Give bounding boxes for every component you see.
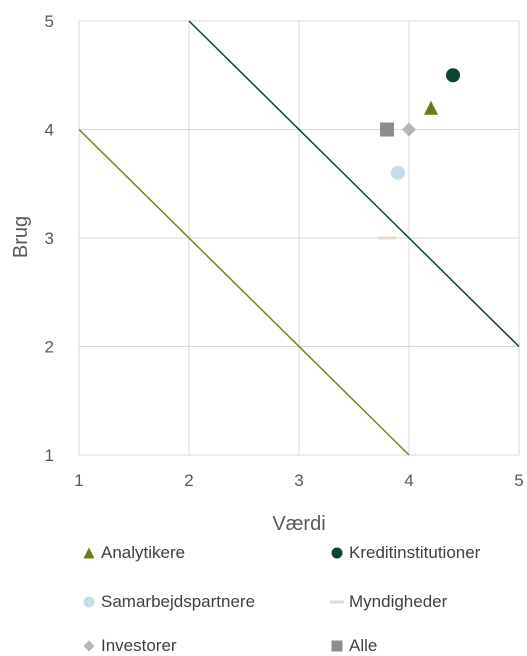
x-tick-label: 2 [184,471,193,490]
y-tick-label: 2 [45,338,54,357]
reference-lines [78,20,520,456]
x-tick-label: 4 [404,471,413,490]
x-tick-label: 3 [294,471,303,490]
data-points [377,68,460,240]
y-tick-label: 3 [45,229,54,248]
x-axis-title: Værdi [272,513,325,535]
x-tick-label: 1 [74,471,83,490]
y-tick-label: 4 [45,121,54,140]
x-tick-label: 5 [514,471,523,490]
data-point [377,236,397,240]
y-tick-label: 5 [45,12,54,31]
data-point [380,122,394,137]
grid-lines [78,20,520,456]
data-point [402,122,416,137]
data-point [391,165,405,180]
reference-line [78,128,410,456]
data-point [424,100,438,115]
reference-line [188,20,520,348]
y-tick-label: 1 [45,446,54,465]
tick-labels: 1 2 3 4 5 1 2 3 4 5 [45,12,524,490]
data-point [446,68,460,83]
y-axis-title: Brug [10,216,32,258]
